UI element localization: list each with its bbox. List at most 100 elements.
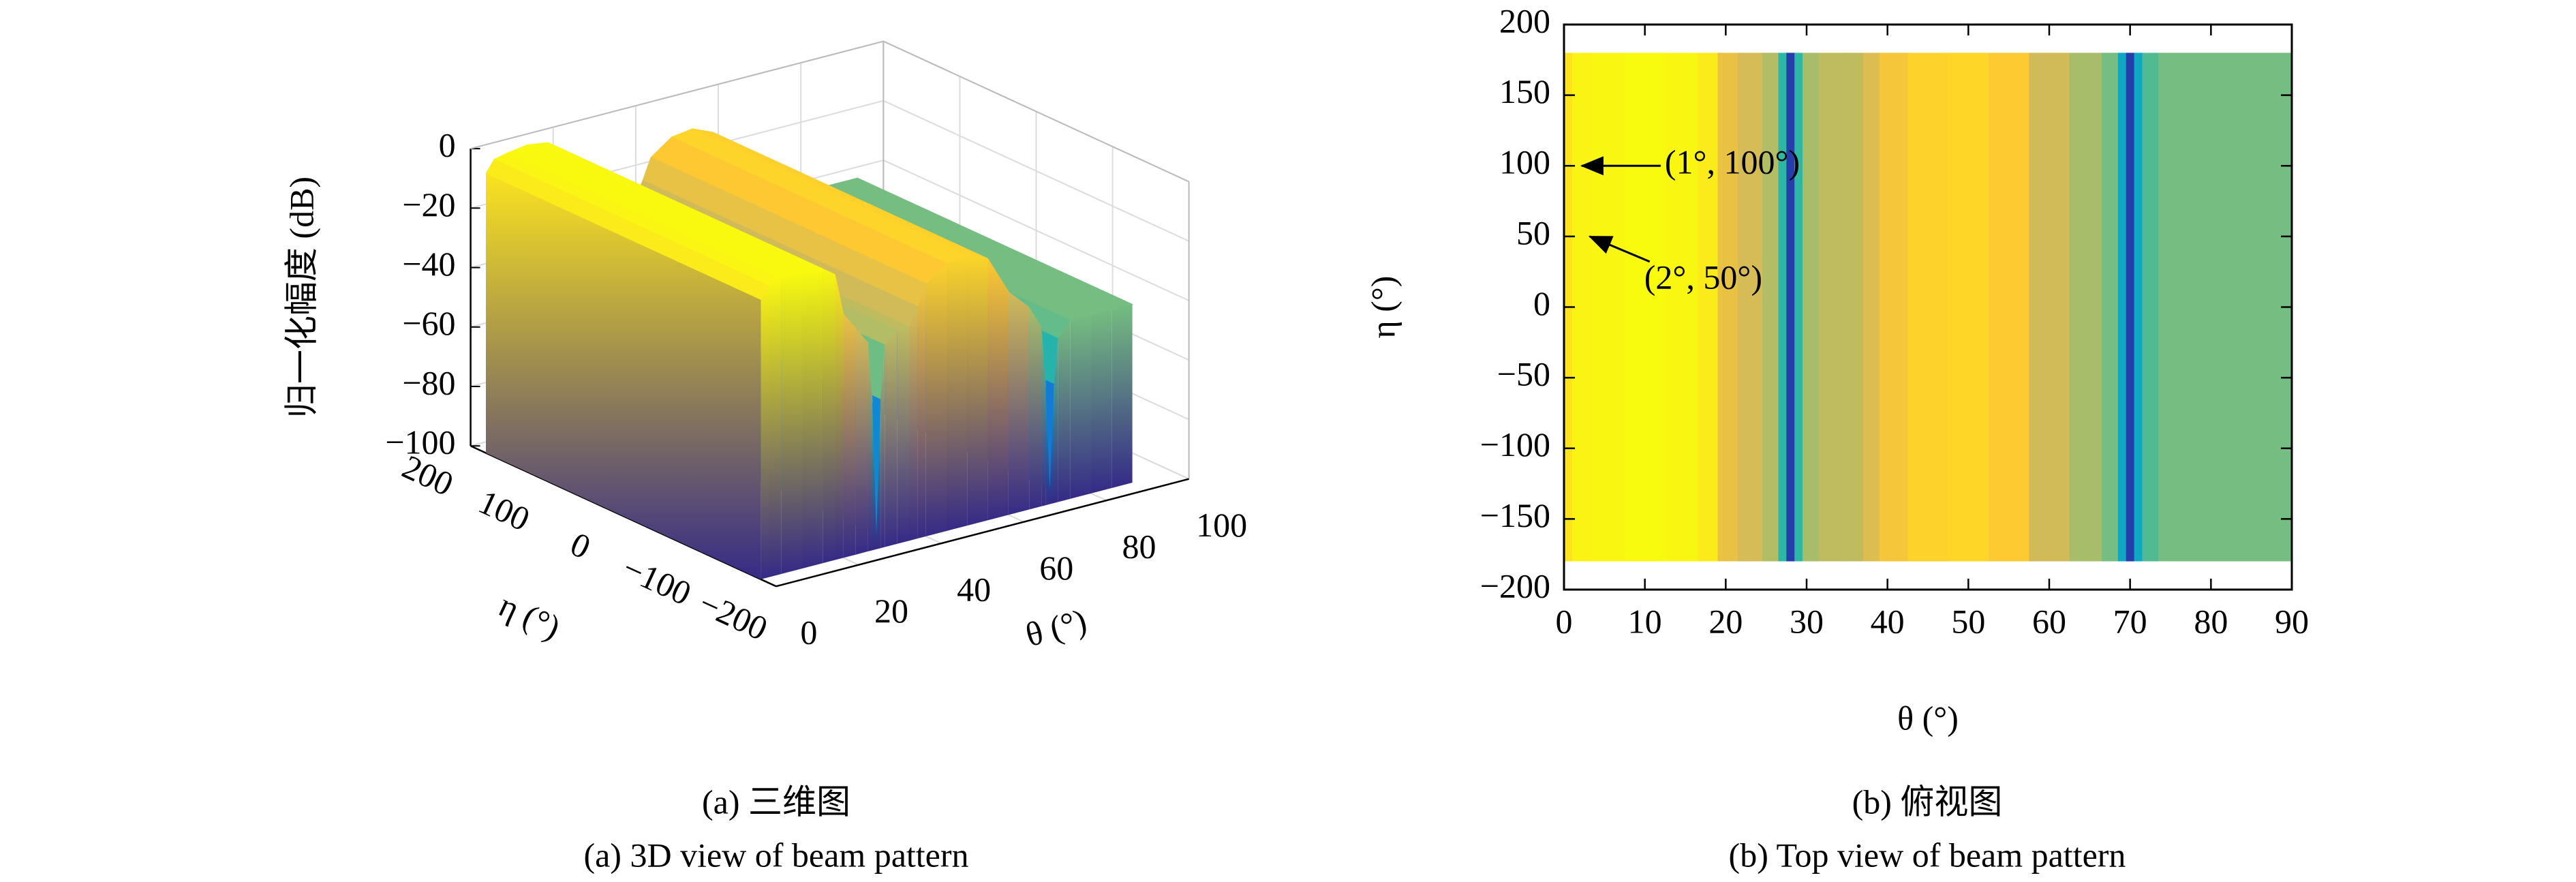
heat-cell [2134,52,2143,562]
surface-front [925,263,947,536]
heat-cell [1879,52,1908,562]
y-tick-label: −200 [694,583,773,648]
heat-cell [2142,52,2159,562]
x-tick-label: 20 [1708,602,1743,640]
x-tick-label: 50 [1951,602,1985,640]
heat-cell [1571,52,1593,562]
surface-front [823,269,835,564]
heat-cell [2158,52,2192,562]
x-tick-label: 60 [1039,549,1073,587]
x-tick-label: 40 [957,571,991,609]
y-tick-label: −100 [1480,425,1550,463]
surface-front [1070,315,1091,499]
z-tick-label: 0 [439,126,456,164]
surface-side [486,173,761,579]
y-tick-label: −200 [1480,566,1550,605]
heat-cell [1697,52,1718,562]
caption-en: (a) 3D view of beam pattern [583,836,968,874]
surface-front [1111,304,1133,488]
x-tick-label: 80 [1122,528,1156,566]
surface-front [802,269,823,569]
annotation-text: (2°, 50°) [1644,258,1762,296]
heat-cell [2231,52,2272,562]
heat-cell [1803,52,1820,562]
y-axis-label: η (°) [1364,276,1402,339]
surface-front [987,258,1009,521]
surface-front [761,286,769,579]
surface-front [872,401,876,551]
x-tick-label: 60 [2032,602,2066,640]
surface-front [909,306,918,541]
surface-front [897,326,910,544]
y-tick-label: −150 [1480,496,1550,534]
x-tick-label: 20 [874,592,908,630]
surface-front [1091,309,1112,493]
x-tick-label: 30 [1790,602,1824,640]
y-tick-label: 0 [565,525,596,566]
heat-cell [1786,52,1795,562]
annotation-text: (1°, 100°) [1665,143,1800,181]
box-line [470,40,884,150]
surface-front [967,255,988,526]
z-tick-label: −100 [385,423,455,461]
surface-front [1054,338,1058,504]
surface-front [885,329,898,547]
surface-front [1045,386,1050,506]
x-tick-label: 80 [2194,602,2228,640]
x-tick-label: 40 [1871,602,1905,640]
surface-front [880,345,885,549]
x-tick-label: 10 [1628,602,1662,640]
heat-cell [2069,52,2102,562]
x-axis-label: θ (°) [1022,601,1090,654]
heat-cell [1762,52,1779,562]
surface-front [917,284,926,538]
surface-front [868,343,872,551]
x-tick-label: 100 [1196,506,1247,544]
heat-cell [1717,52,1738,562]
heat-cell [1794,52,1803,562]
y-axis-label: η (°) [493,586,566,647]
surface-front [947,255,968,531]
surface-front [769,279,782,577]
caption-en: (b) Top view of beam pattern [1729,836,2126,874]
y-tick-label: 200 [1499,1,1550,40]
x-axis-label: θ (°) [1897,699,1959,737]
surface-front [1058,320,1071,502]
heat-cell [1948,52,1989,562]
y-tick-label: 50 [1516,213,1550,252]
heat-cell [1738,52,1763,562]
y-tick-label: 0 [1533,284,1550,322]
heat-cell [2102,52,2119,562]
x-tick-label: 0 [800,613,817,652]
heat-cell [1863,52,1880,562]
y-tick-label: 100 [1499,143,1550,181]
heat-cell [1818,52,1843,562]
heat-cell [2029,52,2070,562]
surface-front [876,399,881,549]
surface-front [781,271,802,574]
surface-front [835,274,844,560]
surface-front [843,314,856,558]
heat-cell [2190,52,2232,562]
z-axis-label: 归一化幅度 (dB) [282,177,320,418]
heat-cell [1843,52,1864,562]
heat-cell [1778,52,1787,562]
z-tick-label: −20 [402,185,455,224]
surface-front [855,329,868,555]
y-tick-label: −50 [1497,355,1550,393]
y-tick-label: 100 [473,483,536,538]
x-tick-label: 70 [2113,602,2147,640]
heat-cell [1592,52,1625,562]
y-tick-label: −100 [617,549,697,613]
z-tick-label: −80 [402,363,455,401]
heat-cell [1907,52,1949,562]
y-tick-label: 150 [1499,72,1550,110]
box-line [883,40,1190,183]
heat-cell [2117,52,2127,562]
x-tick-label: 0 [1556,602,1573,640]
z-tick-label: −60 [402,304,455,342]
surface-front [1029,307,1042,510]
caption: (a) 三维图 [702,782,850,821]
z-tick-label: −40 [402,245,455,283]
